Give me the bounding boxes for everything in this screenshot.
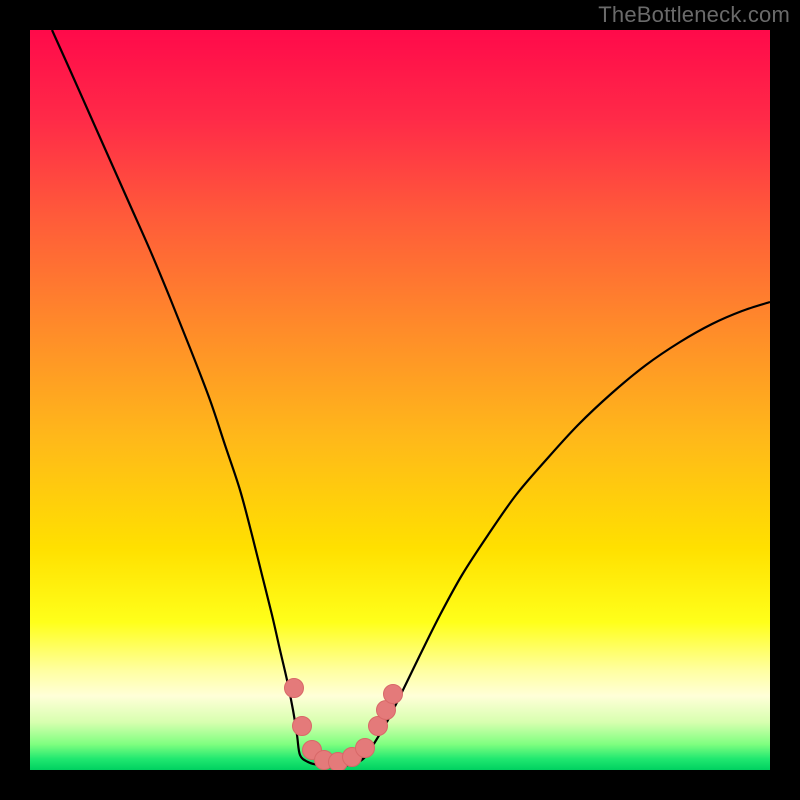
data-marker bbox=[285, 679, 304, 698]
bottleneck-curve bbox=[52, 30, 770, 767]
chart-frame: TheBottleneck.com bbox=[0, 0, 800, 800]
data-marker bbox=[293, 717, 312, 736]
curve-layer bbox=[30, 30, 770, 770]
watermark-text: TheBottleneck.com bbox=[598, 2, 790, 28]
markers-group bbox=[285, 679, 403, 771]
plot-area bbox=[30, 30, 770, 770]
data-marker bbox=[356, 739, 375, 758]
data-marker bbox=[384, 685, 403, 704]
